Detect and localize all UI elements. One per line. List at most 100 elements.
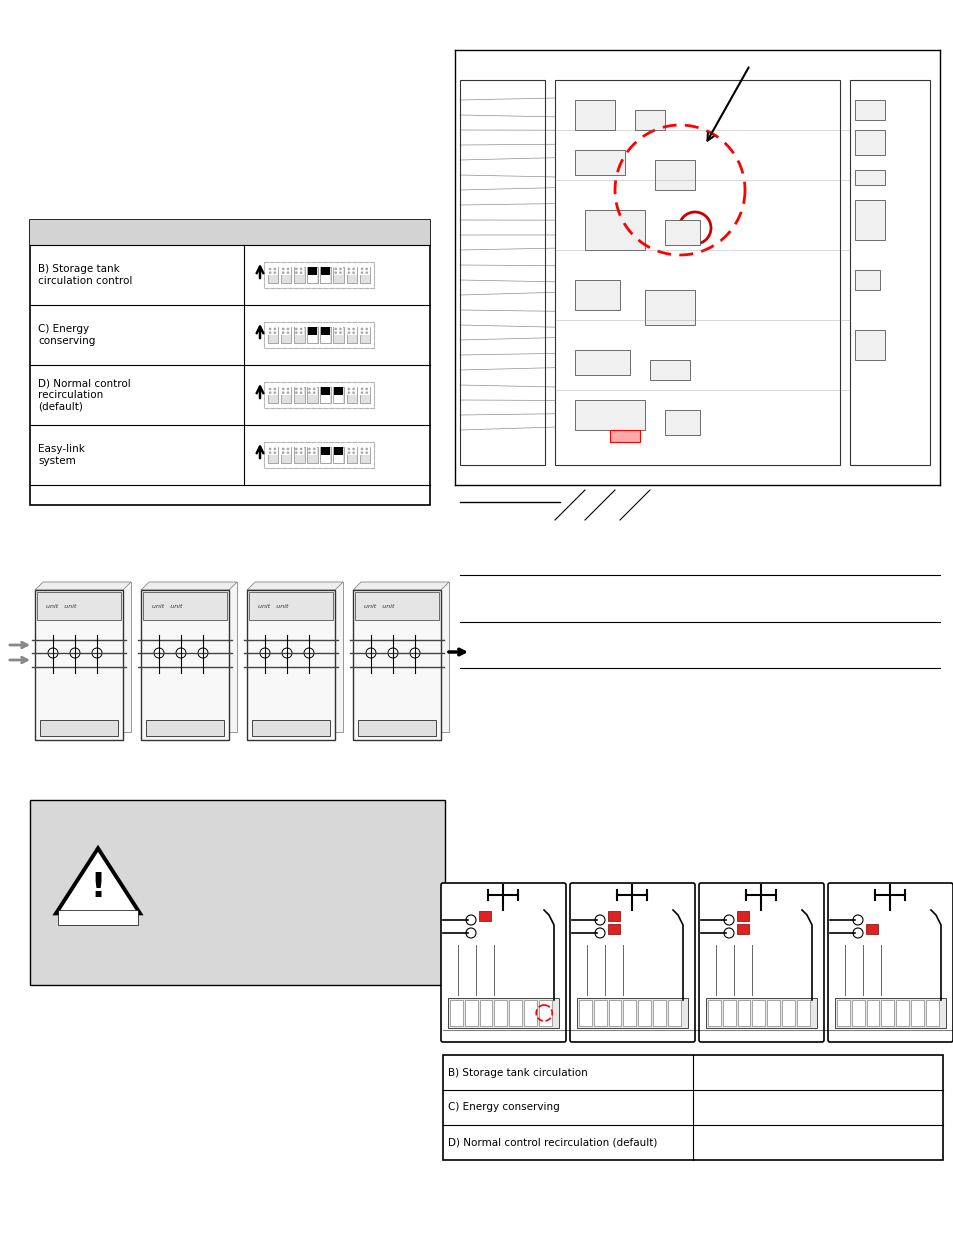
Bar — [268, 387, 277, 395]
Circle shape — [348, 332, 349, 333]
Bar — [854, 270, 879, 290]
Circle shape — [309, 452, 310, 453]
Bar — [346, 387, 356, 404]
Polygon shape — [56, 848, 140, 914]
Bar — [638, 1000, 650, 1026]
Bar — [58, 910, 138, 925]
Circle shape — [269, 448, 271, 450]
Circle shape — [723, 915, 733, 925]
FancyBboxPatch shape — [699, 883, 823, 1042]
Bar — [667, 1000, 679, 1026]
Text: B) Storage tank circulation: B) Storage tank circulation — [448, 1067, 587, 1077]
Circle shape — [353, 448, 354, 450]
Bar — [622, 1000, 636, 1026]
Bar — [320, 454, 330, 463]
Bar — [347, 327, 356, 335]
Circle shape — [300, 268, 301, 269]
Circle shape — [361, 332, 362, 333]
Circle shape — [91, 648, 102, 658]
Bar — [924, 1000, 938, 1026]
Text: C) Energy conserving: C) Energy conserving — [448, 1103, 559, 1113]
Text: D) Normal control
recirculation
(default): D) Normal control recirculation (default… — [38, 378, 131, 411]
Circle shape — [339, 268, 341, 269]
Bar — [280, 326, 291, 343]
Bar — [593, 1000, 606, 1026]
Bar — [644, 290, 695, 325]
Bar — [141, 590, 229, 740]
Circle shape — [295, 268, 296, 269]
Circle shape — [348, 452, 349, 453]
FancyBboxPatch shape — [569, 883, 695, 1042]
Bar — [334, 267, 343, 275]
Bar — [37, 592, 121, 620]
Circle shape — [348, 268, 349, 269]
Bar — [40, 720, 118, 736]
Circle shape — [300, 332, 301, 333]
Text: B) Storage tank
circulation control: B) Storage tank circulation control — [38, 264, 132, 285]
Circle shape — [287, 391, 289, 393]
Bar — [705, 998, 816, 1028]
Bar — [635, 110, 664, 130]
Circle shape — [153, 648, 164, 658]
Circle shape — [366, 272, 367, 273]
Bar — [320, 267, 331, 283]
Bar — [294, 267, 304, 275]
Bar — [281, 327, 291, 335]
Bar — [320, 387, 330, 395]
Circle shape — [465, 927, 476, 939]
Circle shape — [282, 448, 284, 450]
Circle shape — [295, 391, 296, 393]
Circle shape — [465, 915, 476, 925]
Bar — [910, 1000, 923, 1026]
Bar — [707, 1000, 720, 1026]
Polygon shape — [141, 582, 236, 590]
Bar — [578, 1000, 591, 1026]
Bar — [334, 447, 344, 463]
Bar — [360, 387, 369, 395]
Bar — [294, 447, 304, 463]
Bar — [664, 220, 700, 245]
Bar — [851, 1000, 863, 1026]
Bar — [307, 267, 317, 283]
Bar — [334, 387, 343, 395]
Circle shape — [274, 391, 275, 393]
Bar — [575, 400, 644, 430]
Text: !: ! — [91, 871, 106, 904]
Circle shape — [348, 388, 349, 389]
Bar — [334, 267, 344, 283]
Circle shape — [353, 332, 354, 333]
Circle shape — [410, 648, 419, 658]
Circle shape — [274, 272, 275, 273]
Circle shape — [353, 452, 354, 453]
Circle shape — [295, 452, 296, 453]
Bar — [294, 326, 304, 343]
Bar — [664, 410, 700, 435]
Bar — [334, 327, 343, 335]
Circle shape — [353, 329, 354, 330]
Circle shape — [269, 272, 271, 273]
Circle shape — [361, 448, 362, 450]
Bar — [849, 80, 929, 466]
Bar — [334, 454, 343, 463]
Bar — [509, 1000, 521, 1026]
Bar — [607, 924, 619, 934]
Bar — [334, 326, 344, 343]
Bar — [320, 447, 330, 454]
Bar — [353, 590, 440, 740]
Bar — [608, 1000, 620, 1026]
Bar — [249, 592, 333, 620]
Circle shape — [353, 388, 354, 389]
Circle shape — [274, 332, 275, 333]
Bar — [307, 326, 317, 343]
Bar — [359, 326, 370, 343]
Circle shape — [335, 268, 336, 269]
Bar — [320, 395, 330, 403]
Circle shape — [361, 452, 362, 453]
Polygon shape — [43, 582, 131, 732]
Bar — [281, 447, 291, 454]
Bar — [836, 1000, 849, 1026]
Circle shape — [295, 448, 296, 450]
Bar — [252, 720, 330, 736]
Bar — [307, 447, 317, 463]
Bar — [308, 335, 316, 343]
